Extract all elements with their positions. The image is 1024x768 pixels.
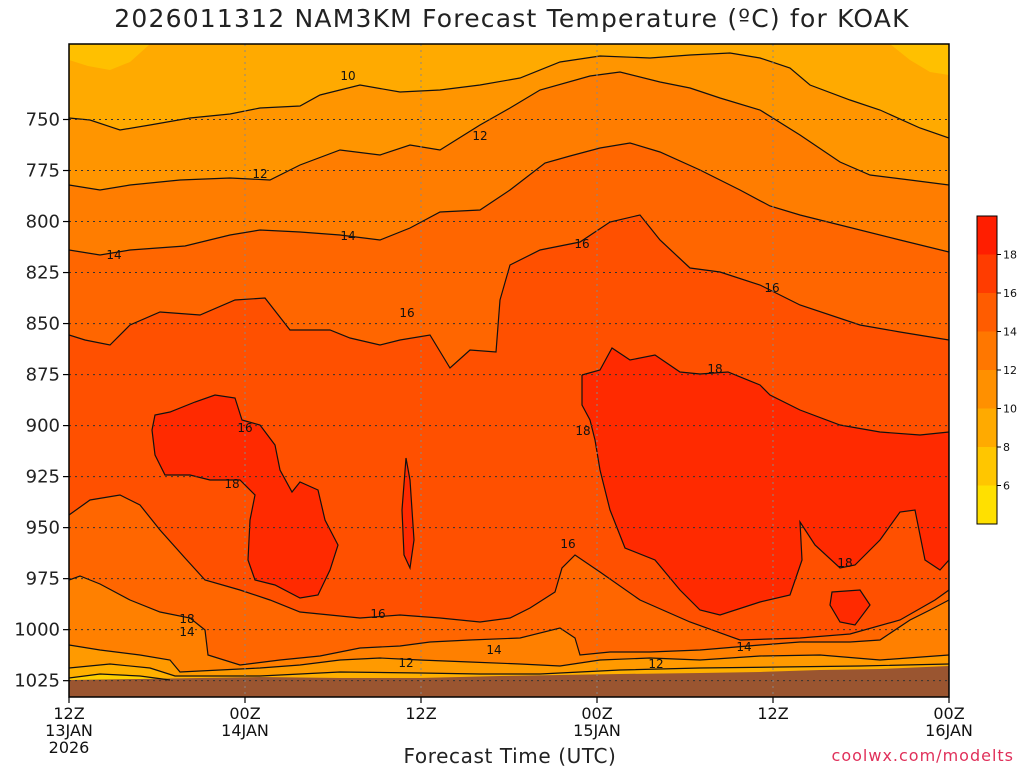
colorbar-label: 10: [1003, 403, 1017, 416]
plot-area: [69, 44, 949, 697]
gridlines: [69, 44, 949, 697]
band-8-10: [69, 44, 949, 138]
colorbar-swatch: [977, 216, 997, 255]
colorbar-label: 14: [1003, 326, 1017, 339]
contour-label: 18: [837, 556, 852, 570]
contour-label: 18: [224, 477, 239, 491]
y-tick-label: 925: [26, 467, 60, 488]
y-tick-label: 975: [26, 569, 60, 590]
colorbar-label: 12: [1003, 364, 1017, 377]
x-tick-label: 14JAN: [221, 721, 269, 740]
contour-label: 16: [764, 281, 779, 295]
y-tick-label: 950: [26, 518, 60, 539]
colorbar-swatch: [977, 408, 997, 447]
contour-label: 14: [106, 248, 121, 262]
contour-label: 16: [560, 537, 575, 551]
y-axis: 750 775 800 825 850 875 900 925 950 975 1000 1025: [14, 110, 69, 692]
y-tick-label: 800: [26, 212, 60, 233]
colorbar-swatch: [977, 293, 997, 332]
contour-label: 18: [179, 612, 194, 626]
y-tick-label: 875: [26, 365, 60, 386]
contour-label: 12: [648, 657, 663, 671]
y-tick-label: 825: [26, 263, 60, 284]
colorbar-label: 6: [1003, 480, 1010, 493]
colorbar-label: 8: [1003, 441, 1010, 454]
x-tick-label: 00Z: [229, 704, 260, 723]
colorbar-swatch: [977, 370, 997, 409]
colorbar-label: 18: [1003, 249, 1017, 262]
x-tick-label: 00Z: [933, 704, 964, 723]
colorbar-swatch: [977, 485, 997, 524]
contour-label: 12: [398, 656, 413, 670]
band-low-16: [69, 495, 949, 697]
y-tick-label: 900: [26, 416, 60, 437]
x-axis-label: Forecast Time (UTC): [403, 744, 617, 768]
y-tick-label: 1025: [14, 671, 60, 692]
watermark: coolwx.com/modelts: [831, 746, 1014, 765]
contour-label: 12: [252, 167, 267, 181]
colorbar-label: 16: [1003, 287, 1017, 300]
contour-label: 16: [370, 607, 385, 621]
contour-label: 14: [736, 640, 751, 654]
contour-label: 10: [340, 69, 355, 83]
plot-frame: [68, 43, 950, 698]
x-tick-label: 12Z: [53, 704, 84, 723]
x-tick-label: 16JAN: [925, 721, 973, 740]
contour-label: 18: [707, 362, 722, 376]
x-tick-label: 00Z: [581, 704, 612, 723]
y-tick-label: 850: [26, 314, 60, 335]
x-tick-label: 15JAN: [573, 721, 621, 740]
y-tick-label: 750: [26, 110, 60, 131]
x-tick-label: 13JAN: [45, 721, 93, 740]
x-tick-label: 2026: [49, 738, 90, 757]
warm-core-right: [582, 348, 949, 615]
colorbar-swatch: [977, 447, 997, 486]
terrain-surface: [69, 666, 949, 697]
contour-label: 12: [472, 129, 487, 143]
contour-label: 14: [486, 643, 501, 657]
warm-core-small: [830, 590, 870, 625]
colorbar-swatch: [977, 254, 997, 293]
x-tick-label: 12Z: [757, 704, 788, 723]
contour-label: 14: [340, 229, 355, 243]
x-tick-label: 12Z: [405, 704, 436, 723]
warm-core-left: [152, 395, 338, 598]
y-tick-label: 1000: [14, 620, 60, 641]
colorbar: 6 8 10 12 14 16 18: [976, 215, 1017, 525]
contour-label: 16: [574, 237, 589, 251]
colorbar-swatch: [977, 331, 997, 370]
chart-title: 2026011312 NAM3KM Forecast Temperature (…: [114, 4, 910, 33]
contour-label: 16: [237, 421, 252, 435]
warm-core-thin: [402, 458, 414, 568]
contour-label: 18: [575, 424, 590, 438]
y-tick-label: 775: [26, 161, 60, 182]
contour-label: 16: [399, 306, 414, 320]
contour-lines: [69, 52, 949, 681]
contour-label: 14: [179, 625, 194, 639]
